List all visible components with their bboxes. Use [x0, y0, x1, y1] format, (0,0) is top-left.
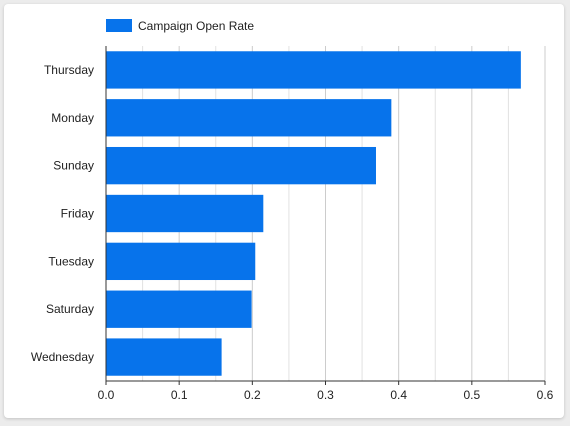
- bar-monday[interactable]: [106, 99, 392, 137]
- bar-wednesday[interactable]: [106, 338, 222, 376]
- category-label: Sunday: [53, 159, 94, 173]
- bar-sunday[interactable]: [106, 146, 376, 185]
- x-tick-label: 0.4: [390, 388, 407, 402]
- bar-tuesday[interactable]: [106, 242, 256, 281]
- legend[interactable]: Campaign Open Rate: [106, 19, 254, 33]
- x-tick-label: 0.1: [171, 388, 188, 402]
- category-label: Tuesday: [48, 254, 94, 268]
- category-label: Monday: [51, 111, 94, 125]
- x-tick-label: 0.5: [463, 388, 480, 402]
- axes: Thursday Monday Sunday Friday Tuesday Saturda…: [31, 46, 554, 402]
- bar-saturday[interactable]: [106, 290, 252, 328]
- x-tick-label: 0.6: [537, 388, 554, 402]
- legend-label: Campaign Open Rate: [138, 19, 254, 33]
- category-label: Thursday: [44, 63, 94, 77]
- bars: [106, 51, 521, 376]
- legend-swatch: [106, 19, 132, 32]
- x-tick-label: 0.3: [317, 388, 334, 402]
- category-label: Friday: [61, 207, 94, 221]
- category-label: Saturday: [46, 302, 94, 316]
- bar-thursday[interactable]: [106, 51, 521, 89]
- category-label: Wednesday: [31, 350, 94, 364]
- x-tick-label: 0.0: [98, 388, 115, 402]
- x-tick-label: 0.2: [244, 388, 261, 402]
- bar-friday[interactable]: [106, 194, 264, 233]
